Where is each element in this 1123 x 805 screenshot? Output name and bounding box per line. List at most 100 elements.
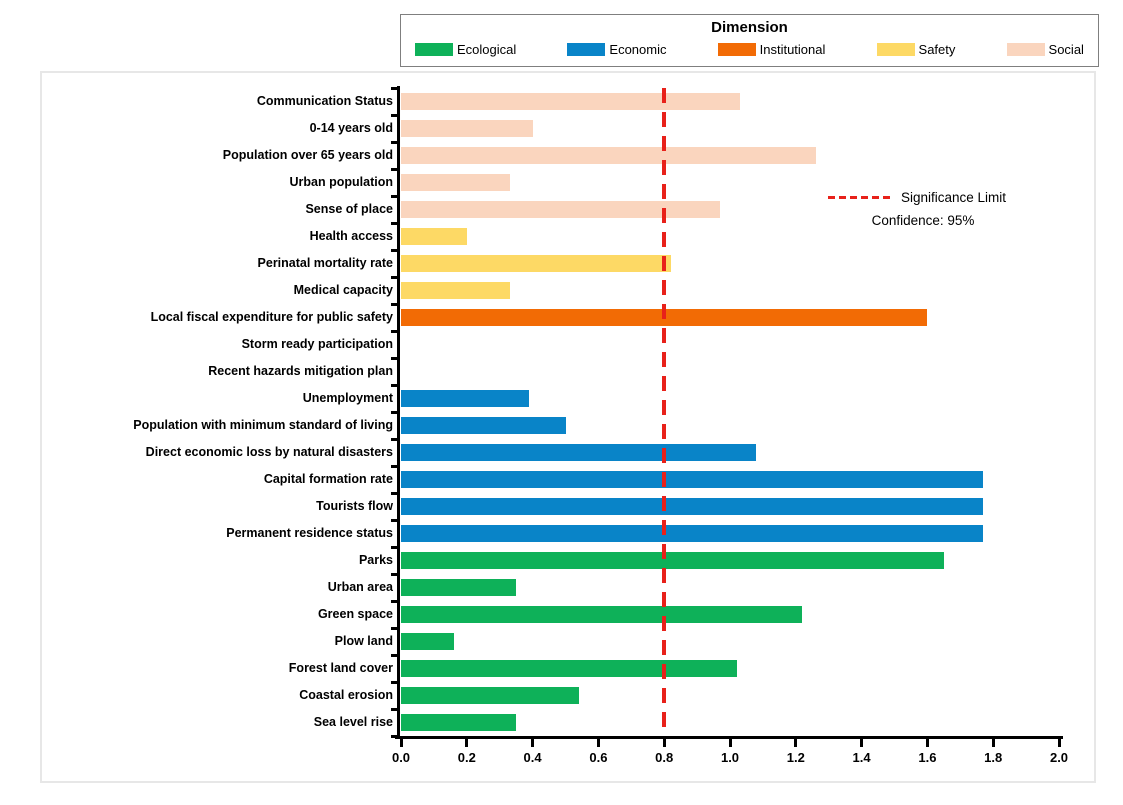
y-axis-tick: [391, 113, 398, 117]
category-label: Urban population: [289, 175, 393, 189]
x-tick-label: 1.8: [984, 750, 1003, 765]
category-label: Direct economic loss by natural disaster…: [145, 445, 393, 459]
legend-label: Safety: [918, 41, 956, 57]
x-tick-label: 1.6: [918, 750, 937, 765]
category-label: Sea level rise: [313, 715, 393, 729]
y-axis-tick: [391, 599, 398, 603]
bar-social: [401, 147, 816, 164]
category-label: 0-14 years old: [309, 121, 393, 135]
y-axis-tick: [391, 383, 398, 387]
x-axis-tick: [465, 739, 469, 747]
significance-limit-line: [662, 88, 667, 736]
y-axis-tick: [391, 545, 398, 549]
category-label: Tourists flow: [316, 499, 393, 513]
legend-swatch-ecological: [415, 42, 453, 56]
category-label: Forest land cover: [288, 661, 393, 675]
legend-swatch-economic: [567, 42, 606, 56]
y-axis-tick: [391, 194, 398, 198]
bar-economic: [401, 417, 566, 434]
y-axis-tick: [391, 572, 398, 576]
y-axis-tick: [391, 248, 398, 252]
bar-social: [401, 201, 721, 218]
x-axis-tick: [399, 739, 403, 747]
legend-entry-ecological: Ecological: [415, 42, 516, 57]
x-axis-tick: [531, 739, 535, 747]
legend-label: Social: [1048, 41, 1084, 57]
legend-entry-social: Social: [1006, 41, 1084, 57]
legend-entry-institutional: Institutional: [717, 41, 826, 57]
legend-entries: Ecological Economic Institutional Safety Soc…: [401, 36, 1098, 66]
x-tick-label: 0.6: [589, 750, 608, 765]
category-label: Health access: [309, 229, 393, 243]
y-axis-tick: [391, 356, 398, 360]
category-label: Permanent residence status: [226, 526, 393, 540]
y-axis-tick: [391, 410, 398, 414]
category-label: Green space: [317, 607, 393, 621]
category-label: Coastal erosion: [299, 688, 393, 702]
category-label: Perinatal mortality rate: [257, 256, 393, 270]
category-label: Medical capacity: [293, 283, 393, 297]
bar-safety: [401, 228, 467, 245]
category-label: Parks: [358, 553, 393, 567]
y-axis-tick: [391, 626, 398, 630]
y-axis-tick: [391, 275, 398, 279]
y-axis-tick: [391, 491, 398, 495]
significance-limit-label: Significance Limit: [901, 190, 1007, 205]
x-axis-tick: [925, 739, 929, 747]
x-axis-tick: [860, 739, 864, 747]
x-tick-label: 1.0: [720, 750, 740, 765]
bar-economic: [401, 471, 984, 488]
bar-economic: [401, 498, 984, 515]
y-axis-tick: [391, 464, 398, 468]
x-tick-label: 2.0: [1049, 750, 1069, 765]
bar-social: [401, 120, 533, 137]
bar-economic: [401, 525, 984, 542]
x-tick-label: 0.0: [391, 750, 411, 765]
category-label: Recent hazards mitigation plan: [208, 364, 393, 378]
bar-ecological: [401, 660, 737, 677]
bar-safety: [401, 282, 510, 299]
bar-ecological: [401, 606, 803, 623]
y-axis-tick: [391, 140, 398, 144]
y-axis-tick: [391, 518, 398, 522]
y-axis-tick: [391, 734, 398, 738]
x-axis-tick: [596, 739, 600, 747]
confidence-label: Confidence: 95%: [871, 213, 975, 228]
y-axis-tick: [391, 221, 398, 225]
legend-label: Economic: [609, 41, 667, 57]
x-axis-tick: [991, 739, 995, 747]
bar-social: [401, 174, 510, 191]
legend-label: Institutional: [759, 41, 826, 57]
x-axis-tick: [1057, 739, 1061, 747]
category-label: Communication Status: [256, 94, 393, 108]
legend-title: Dimension: [711, 19, 788, 36]
y-axis-tick: [391, 86, 398, 90]
y-axis-tick: [391, 302, 398, 306]
category-label: Plow land: [334, 634, 393, 648]
bar-safety: [401, 255, 671, 272]
category-label: Storm ready participation: [241, 337, 393, 351]
y-axis-line: [397, 86, 400, 739]
legend-box: Dimension Ecological Economic Institutiona…: [400, 14, 1099, 67]
category-label: Population with minimum standard of livi…: [133, 418, 393, 432]
x-tick-label: 0.8: [655, 750, 674, 765]
bar-economic: [401, 444, 757, 461]
significance-annotation: Significance Limit Confidence: 95%: [828, 190, 1068, 228]
category-label: Sense of place: [305, 202, 393, 216]
y-axis-tick: [391, 707, 398, 711]
bar-social: [401, 93, 740, 110]
x-axis-tick: [728, 739, 732, 747]
x-axis-tick: [794, 739, 798, 747]
x-axis-tick: [662, 739, 666, 747]
category-label: Unemployment: [302, 391, 393, 405]
y-axis-tick: [391, 437, 398, 441]
bar-ecological: [401, 633, 454, 650]
category-label: Capital formation rate: [263, 472, 393, 486]
category-label: Local fiscal expenditure for public safe…: [150, 310, 393, 324]
category-label: Population over 65 years old: [222, 148, 393, 162]
bar-ecological: [401, 579, 517, 596]
x-axis-line: [395, 736, 1063, 739]
x-tick-label: 1.2: [786, 750, 805, 765]
category-label: Urban area: [327, 580, 393, 594]
y-axis-tick: [391, 680, 398, 684]
